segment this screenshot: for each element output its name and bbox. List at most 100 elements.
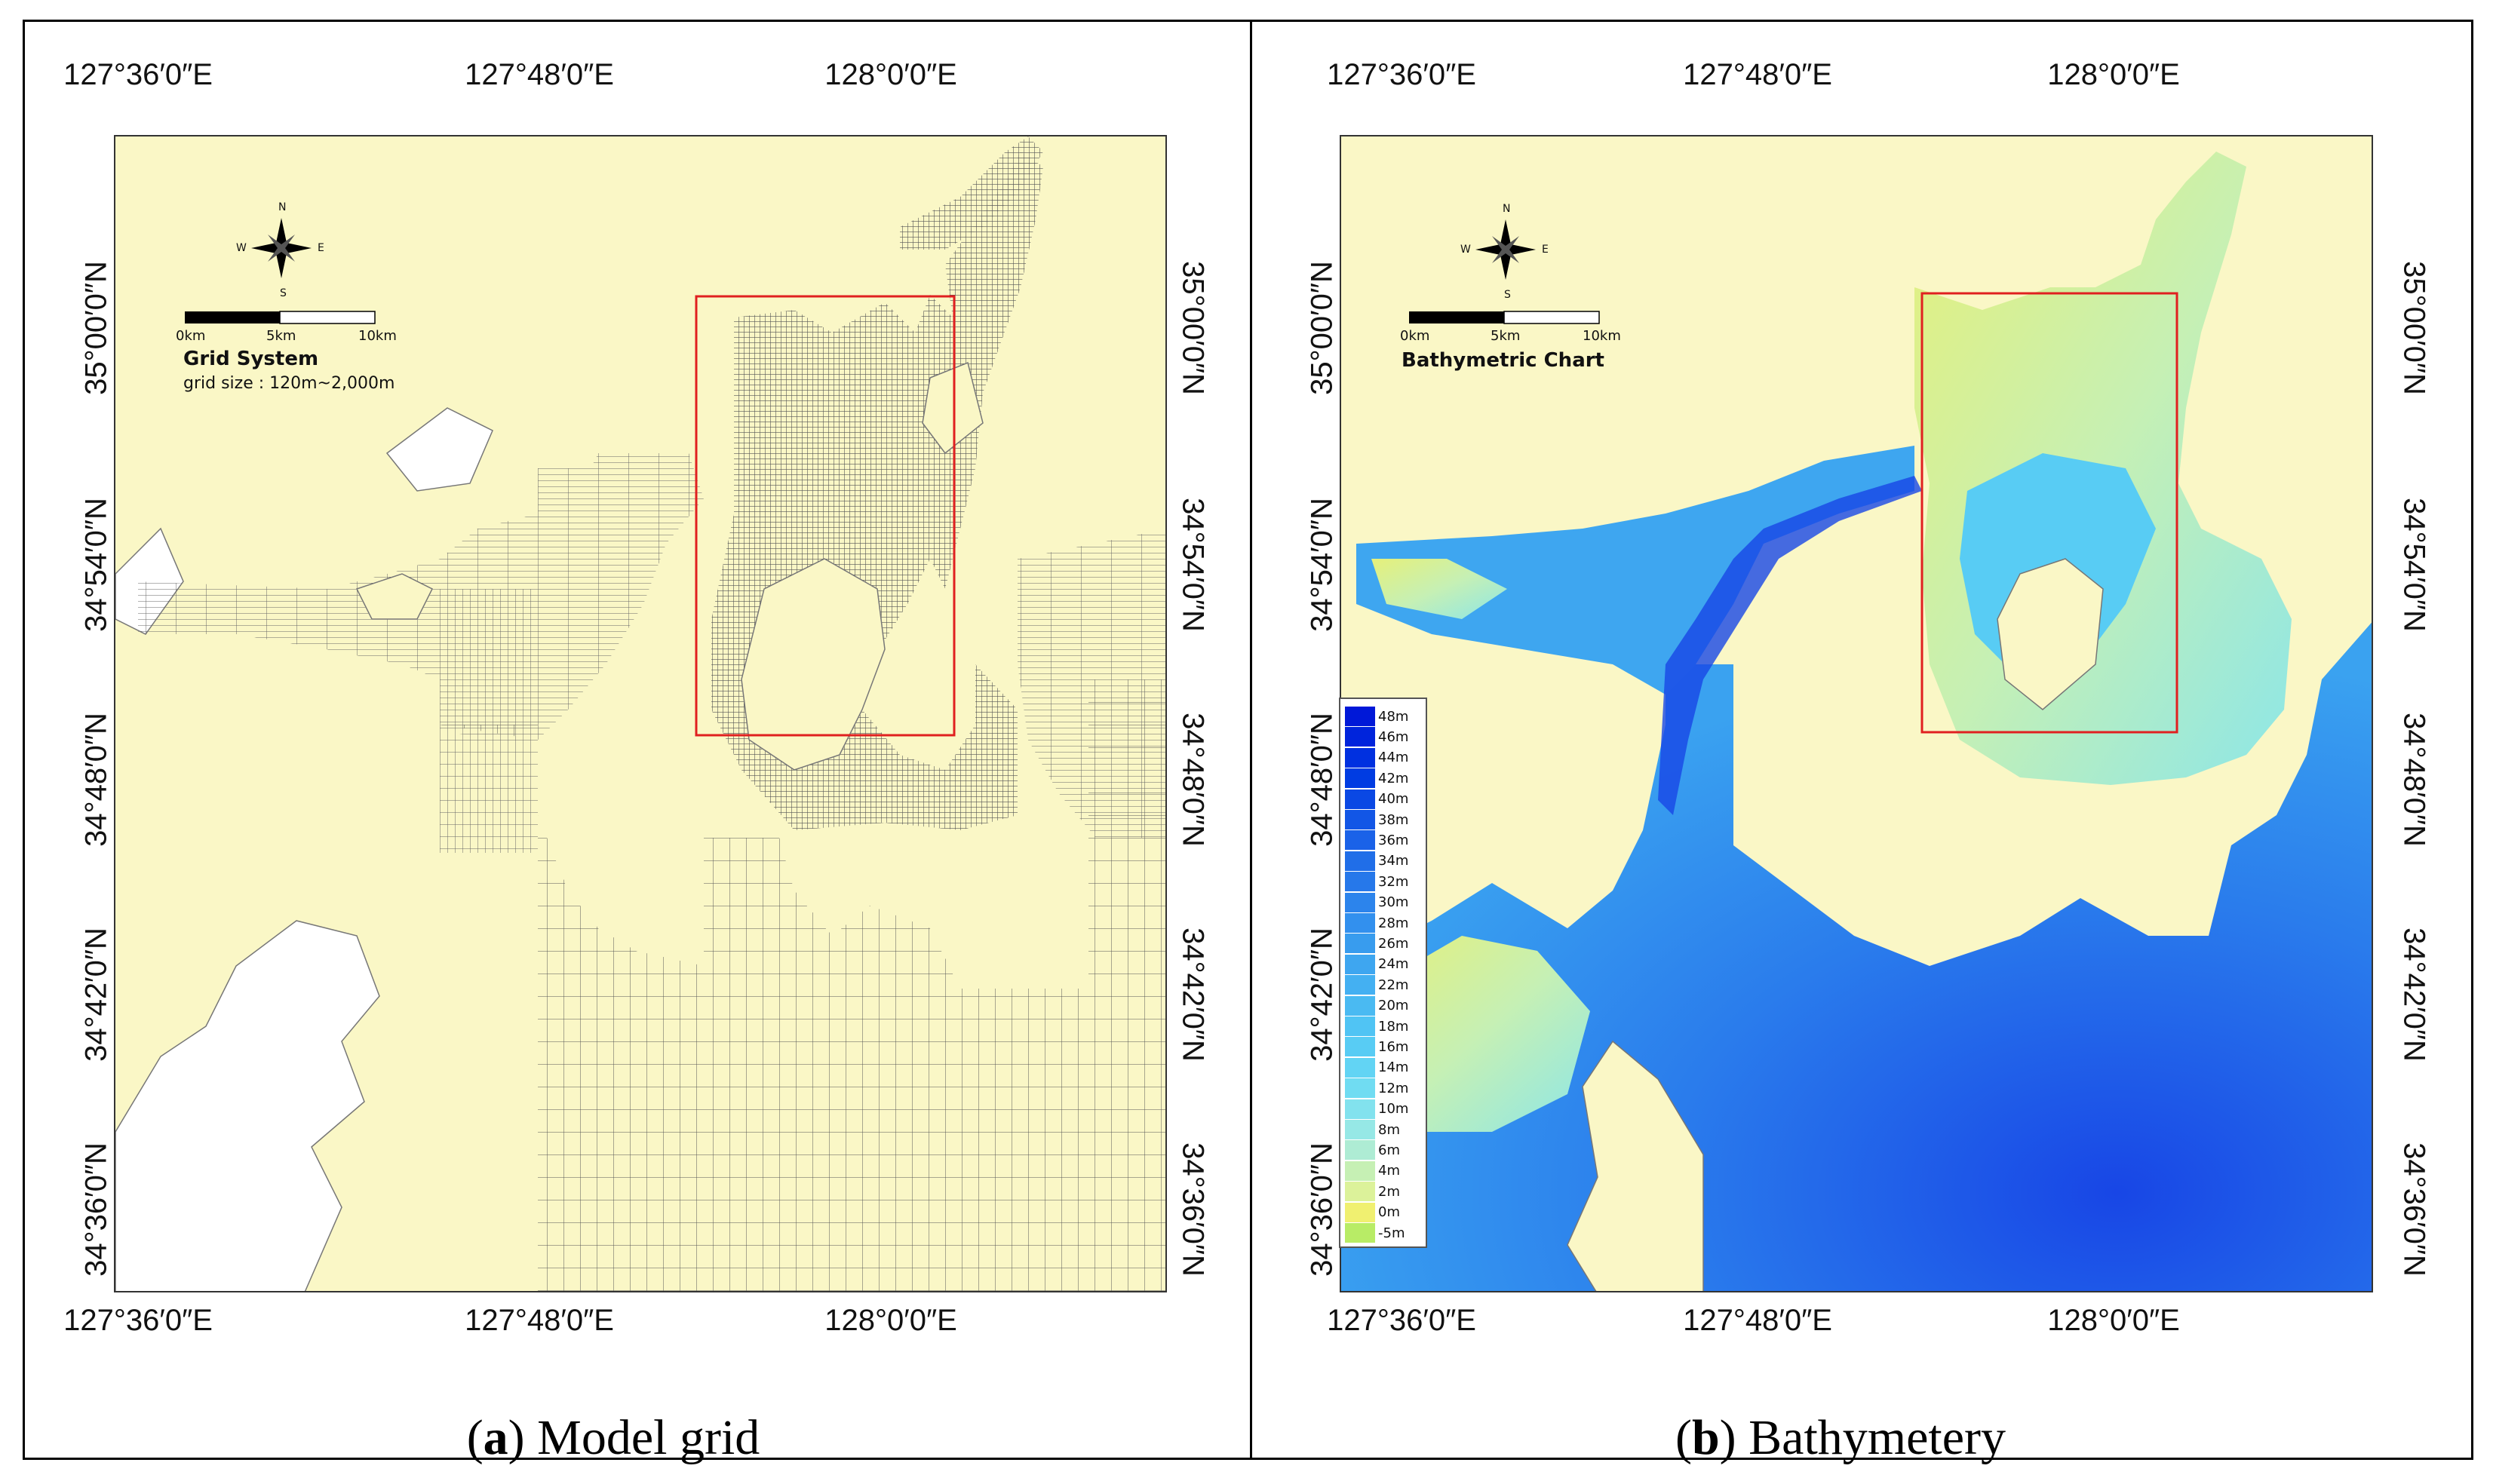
legend-label: 36m [1378, 832, 1409, 848]
lon-label-bottom: 127°36′0″E [1327, 1304, 1476, 1337]
legend-swatch [1345, 1078, 1375, 1099]
sea-channel [1356, 446, 1914, 694]
legend-item: 18m [1345, 1016, 1408, 1036]
grid-east-block [1018, 529, 1165, 838]
legend-swatch [1345, 1057, 1375, 1078]
legend-item: 38m [1345, 810, 1408, 829]
lon-label-bottom: 128°0′0″E [824, 1304, 957, 1337]
legend-swatch [1345, 727, 1375, 747]
lat-label-right: 34°36′0″N [1176, 1142, 1210, 1277]
caption-letter: a [483, 1410, 508, 1465]
legend-label: 14m [1378, 1059, 1409, 1076]
island [1567, 1040, 1704, 1291]
scale-bar-white [1503, 311, 1600, 324]
legend-item: 42m [1345, 768, 1409, 789]
legend-swatch [1345, 810, 1375, 829]
bathymetry-svg [1341, 136, 2372, 1291]
legend-swatch [1345, 830, 1375, 851]
legend-item: 16m [1345, 1037, 1409, 1057]
legend-label: 26m [1378, 935, 1409, 952]
legend-label: 24m [1378, 956, 1409, 973]
map-title: Grid System [183, 348, 319, 370]
legend-label: 22m [1378, 977, 1409, 993]
legend-item: 22m [1345, 975, 1408, 995]
lon-label-top: 127°48′0″E [1683, 58, 1832, 91]
legend-swatch [1345, 1140, 1375, 1161]
caption-b: (b) Bathymetery [1675, 1410, 2006, 1465]
legend-item: 20m [1345, 995, 1409, 1016]
legend-label: 42m [1378, 770, 1409, 786]
legend-item: 40m [1345, 789, 1409, 809]
lat-label-left: 34°54′0″N [1305, 498, 1339, 632]
bay-island [1997, 558, 2104, 710]
legend-swatch [1345, 1223, 1375, 1243]
lat-label-right: 34°48′0″N [2397, 713, 2431, 847]
lon-label-bottom: 127°48′0″E [465, 1304, 614, 1337]
lat-label-right: 34°54′0″N [1176, 498, 1210, 632]
legend-item: 8m [1345, 1120, 1400, 1139]
compass-w: W [1460, 244, 1471, 256]
caption-letter: b [1691, 1410, 1720, 1465]
bay-island [741, 558, 886, 771]
legend-swatch [1345, 872, 1375, 892]
legend-swatch [1345, 707, 1375, 726]
legend-label: 10m [1378, 1101, 1409, 1118]
legend-label: 38m [1378, 811, 1409, 828]
caption-a: (a) Model grid [466, 1410, 760, 1465]
scale-label: 0km [1400, 328, 1430, 344]
legend-label: 20m [1378, 998, 1409, 1014]
legend-item: -5m [1345, 1223, 1405, 1243]
legend-swatch [1345, 768, 1375, 789]
legend-label: 46m [1378, 728, 1409, 745]
lat-label-left: 34°48′0″N [79, 713, 113, 847]
legend-item: 34m [1345, 851, 1408, 871]
legend-label: 40m [1378, 791, 1409, 808]
legend-item: 0m [1345, 1202, 1400, 1222]
lon-label-top: 127°48′0″E [465, 58, 614, 91]
legend-item: 24m [1345, 954, 1409, 974]
grid-outer-coarse [440, 679, 1165, 1291]
legend-item: 2m [1345, 1182, 1400, 1202]
panel-bathymetry: 127°36′0″E 127°48′0″E 128°0′0″E 127°36′0… [1250, 20, 2473, 1465]
compass-s: S [280, 287, 287, 299]
scale-bar-white [279, 311, 376, 324]
legend-swatch [1345, 1016, 1375, 1036]
legend-label: 48m [1378, 708, 1409, 725]
legend-label: 44m [1378, 750, 1409, 766]
compass-s: S [1504, 289, 1511, 301]
study-area-box [1920, 292, 2178, 734]
legend-item: 46m [1345, 727, 1408, 747]
legend-swatch [1345, 1037, 1375, 1057]
legend-item: 6m [1345, 1140, 1400, 1161]
model-grid-svg [115, 136, 1165, 1291]
caption-text: Model grid [524, 1410, 760, 1465]
legend-item: 48m [1345, 707, 1408, 726]
compass-rose-icon [1475, 219, 1536, 280]
bay-island [922, 361, 984, 455]
white-island [385, 407, 493, 492]
legend-swatch [1345, 1202, 1375, 1222]
scale-label: 10km [1583, 328, 1621, 344]
scale-label: 0km [176, 328, 206, 344]
lon-label-top: 128°0′0″E [824, 58, 957, 91]
legend-swatch [1345, 995, 1375, 1016]
scale-label: 10km [358, 328, 397, 344]
legend-label: 2m [1378, 1183, 1400, 1200]
legend-swatch [1345, 789, 1375, 809]
legend-item: 30m [1345, 892, 1409, 912]
legend-label: 0m [1378, 1204, 1400, 1221]
scale-bar-black [1409, 311, 1504, 323]
lat-label-right: 34°42′0″N [1176, 928, 1210, 1062]
lat-label-left: 34°36′0″N [1305, 1142, 1339, 1277]
lon-label-top: 127°36′0″E [1327, 58, 1476, 91]
legend-item: 28m [1345, 913, 1408, 933]
legend-label: 30m [1378, 894, 1409, 911]
grid-north-channel [900, 136, 1043, 250]
lat-label-right: 34°54′0″N [2397, 498, 2431, 632]
legend-item: 36m [1345, 830, 1409, 851]
scale-label: 5km [266, 328, 296, 344]
legend-swatch [1345, 975, 1375, 995]
lat-label-left: 34°54′0″N [79, 498, 113, 632]
legend-label: 32m [1378, 873, 1409, 890]
legend-label: 16m [1378, 1038, 1409, 1055]
